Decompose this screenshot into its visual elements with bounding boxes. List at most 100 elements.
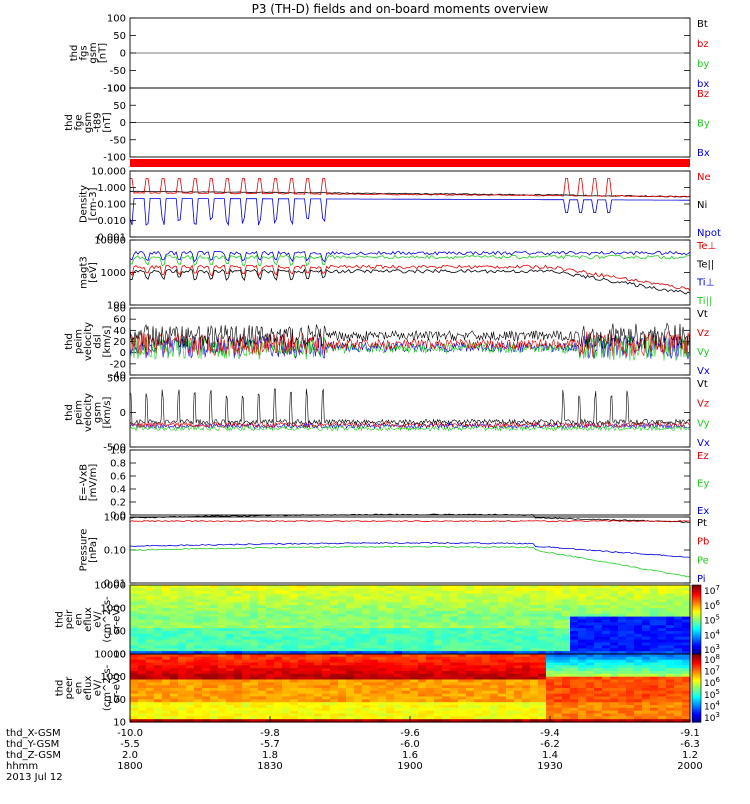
spectrogram-cell — [530, 593, 539, 598]
spectrogram-cell — [482, 679, 491, 683]
spectrogram-cell — [674, 593, 683, 598]
spectrogram-cell — [338, 707, 347, 712]
spectrogram-cell — [202, 585, 211, 589]
spectrogram-cell — [194, 673, 203, 678]
spectrogram-cell — [178, 659, 187, 664]
spectrogram-cell — [602, 685, 611, 689]
spectrogram-cell — [258, 656, 267, 661]
spectrogram-cell — [514, 613, 523, 618]
spectrogram-cell — [634, 705, 643, 709]
spectrogram-cell — [466, 662, 475, 666]
spectrogram-cell — [594, 585, 603, 589]
spectrogram-cell — [618, 619, 627, 623]
spectrogram-cell — [186, 608, 195, 612]
spectrogram-cell — [498, 693, 507, 698]
spectrogram-cell — [162, 590, 171, 595]
spectrogram-cell — [474, 639, 483, 644]
spectrogram-cell — [266, 648, 275, 652]
spectrogram-cell — [562, 608, 571, 612]
spectrogram-cell — [586, 599, 595, 603]
spectrogram-cell — [266, 645, 275, 649]
spectrogram-cell — [234, 645, 243, 649]
spectrogram-cell — [274, 702, 283, 706]
spectrogram-cell — [482, 610, 491, 615]
spectrogram-cell — [562, 585, 571, 589]
spectrogram-cell — [130, 696, 139, 700]
spectrogram-cell — [650, 596, 659, 600]
spectrogram-cell — [194, 628, 203, 632]
spectrogram-cell — [386, 656, 395, 661]
spectrogram-cell — [602, 599, 611, 603]
spectrogram-cell — [474, 587, 483, 592]
spectrogram-cell — [234, 633, 243, 638]
spectrogram-cell — [130, 642, 139, 646]
spectrogram-cell — [386, 699, 395, 703]
spectrogram-cell — [490, 651, 499, 655]
spectrogram-cell — [394, 710, 403, 715]
spectrogram-cell — [154, 682, 163, 686]
spectrogram-cell — [330, 702, 339, 706]
spectrogram-cell — [554, 654, 563, 658]
spectrogram-cell — [370, 651, 379, 655]
spectrogram-cell — [370, 693, 379, 698]
spectrogram-cell — [538, 633, 547, 638]
spectrogram-cell — [610, 613, 619, 618]
spectrogram-cell — [370, 608, 379, 612]
spectrogram-cell — [250, 690, 259, 695]
spectrogram-cell — [618, 648, 627, 652]
spectrogram-cell — [650, 605, 659, 609]
spectrogram-cell — [330, 668, 339, 672]
spectrogram-cell — [658, 662, 667, 666]
spectrogram-cell — [530, 710, 539, 715]
spectrogram-cell — [298, 688, 307, 692]
spectrogram-cell — [554, 602, 563, 606]
spectrogram-cell — [274, 656, 283, 661]
spectrogram-cell — [466, 625, 475, 629]
spectrogram-cell — [282, 679, 291, 683]
spectrogram-cell — [674, 682, 683, 686]
spectrogram-cell — [426, 645, 435, 649]
spectrogram-cell — [322, 610, 331, 615]
spectrogram-cell — [434, 716, 443, 720]
spectrogram-cell — [162, 648, 171, 652]
spectrogram-cell — [386, 605, 395, 609]
spectrogram-cell — [138, 693, 147, 698]
spectrogram-cell — [330, 585, 339, 589]
spectrogram-cell — [522, 648, 531, 652]
ytick-label: 100 — [107, 301, 126, 312]
spectrogram-cell — [458, 608, 467, 612]
spectrogram-cell — [442, 602, 451, 606]
spectrogram-cell — [234, 702, 243, 706]
spectrogram-cell — [154, 702, 163, 706]
spectrogram-cell — [306, 628, 315, 632]
spectrogram-cell — [378, 608, 387, 612]
spectrogram-cell — [650, 613, 659, 618]
spectrogram-cell — [210, 654, 219, 658]
spectrogram-cell — [634, 671, 643, 675]
spectrogram-cell — [546, 642, 555, 646]
spectrogram-cell — [578, 665, 587, 669]
ylabel-line: Density — [78, 185, 89, 223]
spectrogram-cell — [602, 622, 611, 626]
spectrogram-cell — [226, 590, 235, 595]
spectrogram-cell — [538, 628, 547, 632]
spectrogram-cell — [674, 702, 683, 706]
spectrogram-cell — [554, 702, 563, 706]
spectrogram-cell — [242, 656, 251, 661]
spectrogram-cell — [514, 659, 523, 664]
spectrogram-cell — [586, 636, 595, 641]
spectrogram-cell — [138, 659, 147, 664]
spectrogram-cell — [386, 710, 395, 715]
spectrogram-cell — [194, 662, 203, 666]
spectrogram-cell — [146, 705, 155, 709]
spectrogram-cell — [546, 596, 555, 600]
spectrogram-cell — [402, 590, 411, 595]
spectrogram-cell — [610, 605, 619, 609]
spectrogram-cell — [426, 671, 435, 675]
spectrogram-cell — [354, 639, 363, 644]
spectrogram-cell — [658, 656, 667, 661]
spectrogram-cell — [282, 665, 291, 669]
spectrogram-cell — [666, 707, 675, 712]
spectrogram-cell — [482, 645, 491, 649]
